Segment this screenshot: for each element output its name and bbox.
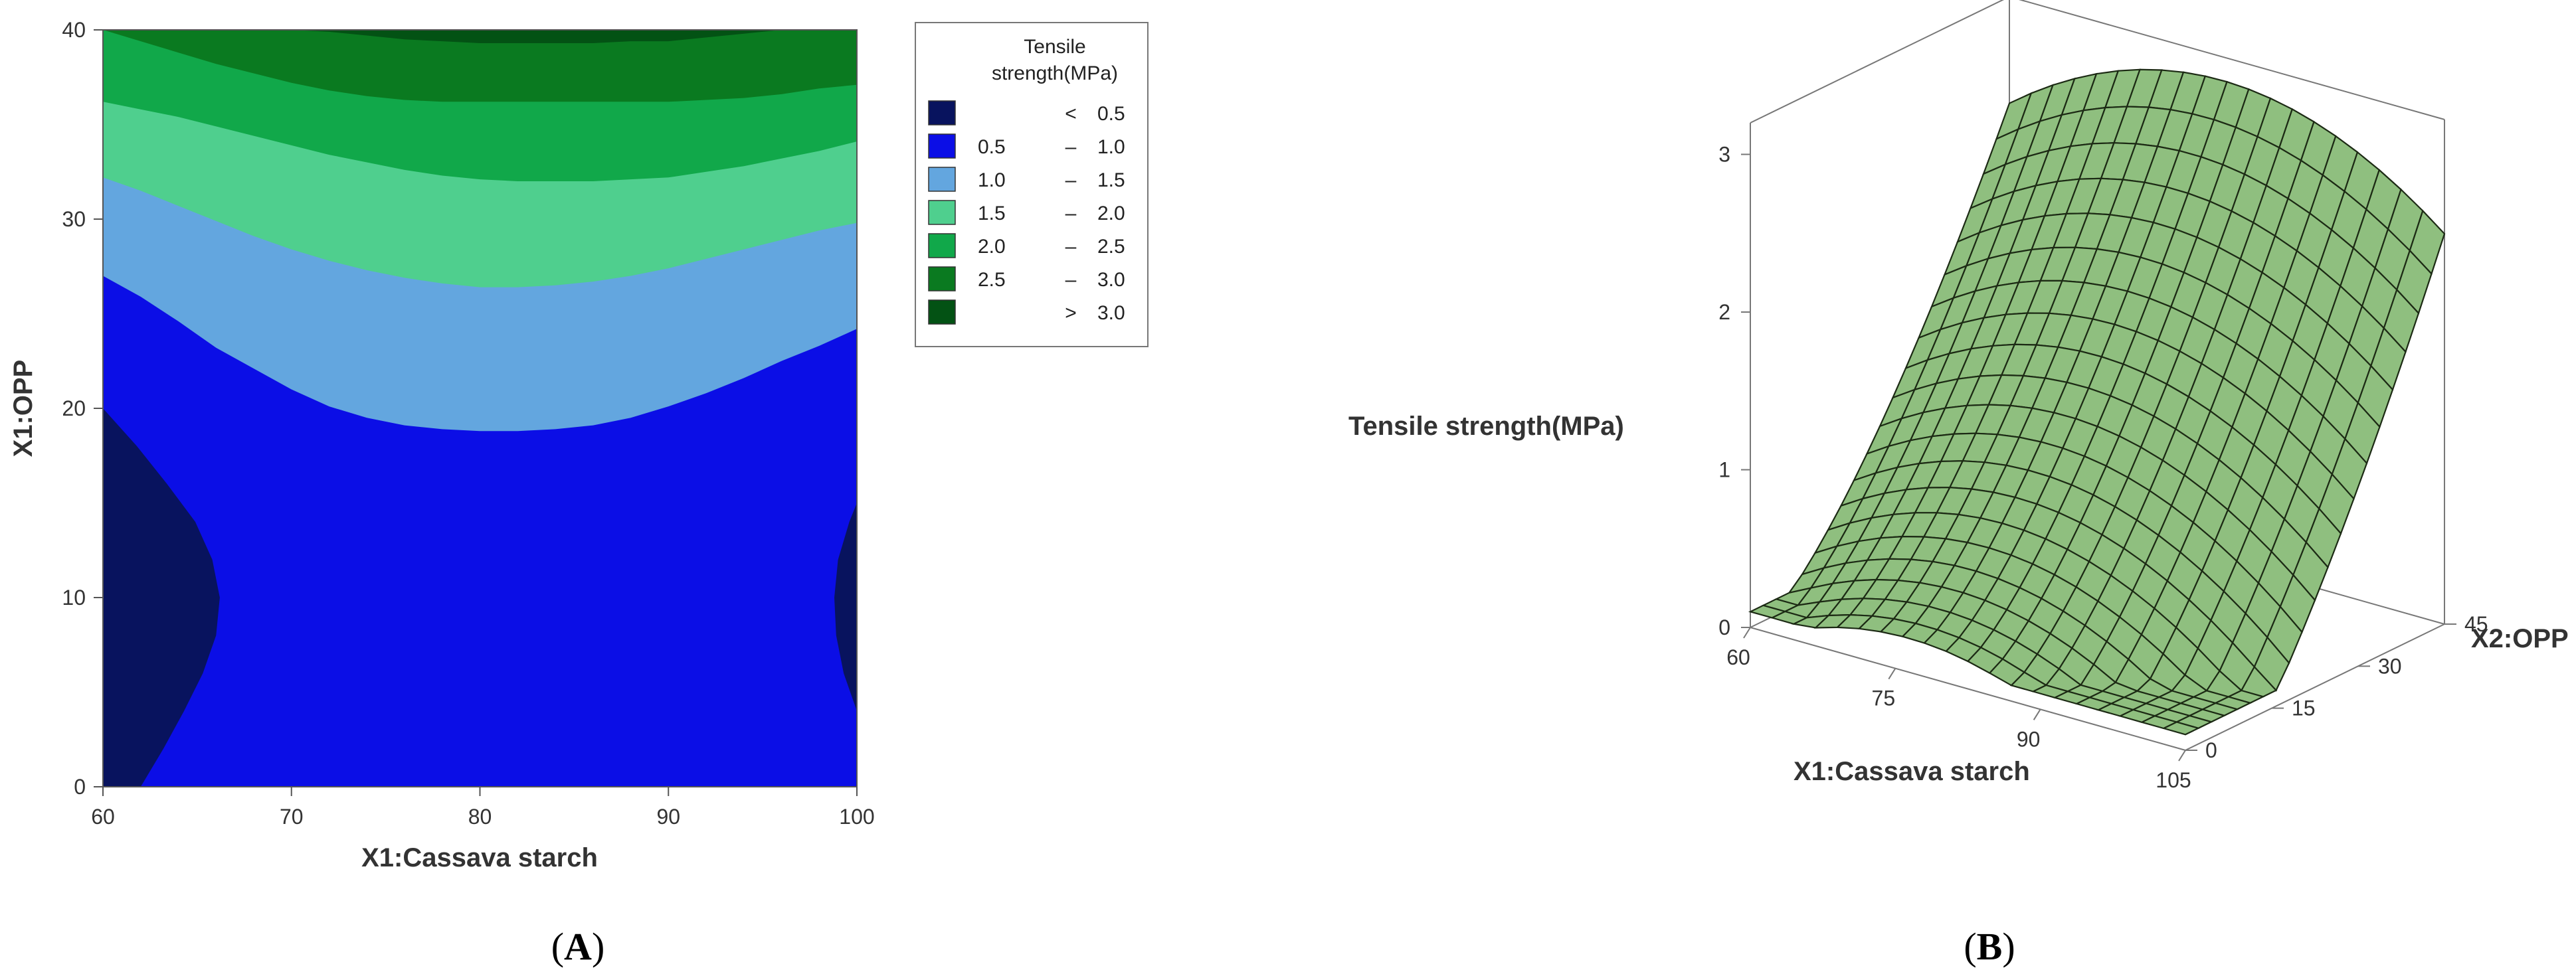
legend-swatch — [928, 233, 956, 258]
y-tick-label: 30 — [62, 207, 86, 231]
region-below-0.5-left — [103, 408, 220, 787]
panel-letter-a: A — [564, 925, 592, 968]
x-tick-label: 70 — [280, 805, 304, 829]
legend-high: 1.5 — [1097, 169, 1125, 191]
box-edge — [1750, 627, 2186, 751]
box-edge — [2019, 0, 2445, 120]
legend-sep: – — [1065, 236, 1077, 258]
legend-sep: – — [1065, 136, 1077, 158]
legend-entry: 2.0 –2.5 — [928, 233, 1125, 258]
region-below-0.5-right — [834, 503, 857, 711]
legend-title-line1: Tensile — [1024, 36, 1085, 58]
x-tick-3d — [1888, 668, 1896, 680]
z-axis-label: Tensile strength(MPa) — [1348, 412, 1624, 441]
legend-swatch — [928, 167, 956, 192]
legend-swatch — [928, 200, 956, 225]
x-tick-label: 100 — [839, 805, 874, 829]
x-tick-label-3d: 105 — [2156, 768, 2191, 792]
x-tick-label: 80 — [468, 805, 492, 829]
y-tick-label: 20 — [62, 396, 86, 420]
y-tick-label: 10 — [62, 586, 86, 610]
contour-axes: 60 70 80 90 100 0 10 20 30 40 — [62, 18, 874, 829]
legend-low: 0.5 — [978, 136, 1006, 158]
y-tick-label-3d: 30 — [2378, 654, 2402, 678]
legend-low: 2.0 — [978, 236, 1006, 258]
panel-label-b: (B) — [1964, 925, 2015, 968]
surface-axes: 0 1 2 3 60 75 90 105 0 15 30 45 — [1718, 143, 2488, 793]
legend-swatch — [928, 133, 956, 159]
legend-entry: <0.5 — [928, 100, 1125, 125]
legend-title-line2: strength(MPa) — [992, 62, 1118, 84]
legend: Tensile strength(MPa) <0.50.5–1.01.0–1.5… — [915, 22, 1149, 347]
x-tick-label: 60 — [91, 805, 115, 829]
legend-sep: > — [1065, 302, 1077, 324]
x-tick-label-3d: 75 — [1872, 687, 1896, 710]
legend-high: 2.5 — [1097, 236, 1125, 258]
x-axis-label-3d: X1:Cassava starch — [1794, 757, 2030, 786]
box-edge — [1750, 0, 2005, 123]
y-tick-label: 40 — [62, 18, 86, 42]
legend-sep: < — [1065, 103, 1077, 125]
legend-sep: – — [1065, 203, 1077, 224]
legend-entry: >3.0 — [928, 299, 1125, 325]
y-tick-label-3d: 0 — [2205, 738, 2217, 762]
legend-low: 2.5 — [978, 269, 1006, 291]
legend-low: 1.0 — [978, 169, 1006, 191]
contour-regions — [103, 30, 857, 787]
y-axis-label-3d: X2:OPP — [2471, 624, 2569, 653]
x-tick-3d — [2178, 750, 2186, 762]
legend-sep: – — [1065, 269, 1077, 291]
legend-high: 2.0 — [1097, 203, 1125, 224]
x-tick-label: 90 — [656, 805, 680, 829]
z-tick-label: 3 — [1718, 143, 1730, 167]
legend-swatch — [928, 100, 956, 125]
region-2.5-3.0 — [103, 30, 857, 102]
x-tick-3d — [1743, 627, 1751, 639]
z-tick-label: 1 — [1718, 458, 1730, 482]
y-tick-label-3d: 15 — [2292, 696, 2316, 720]
surface-cell — [2162, 721, 2201, 736]
legend-entry: 0.5 –1.0 — [928, 133, 1125, 159]
z-tick-label: 0 — [1718, 615, 1730, 639]
panel-letter-b: B — [1977, 925, 2003, 968]
legend-swatch — [928, 299, 956, 325]
x-tick-label-3d: 90 — [2017, 727, 2041, 751]
legend-high: 3.0 — [1097, 269, 1125, 291]
legend-sep: – — [1065, 169, 1077, 191]
box-edge — [2185, 623, 2445, 751]
legend-swatch — [928, 266, 956, 291]
y-tick-label: 0 — [74, 775, 86, 799]
region-above-3.0 — [103, 30, 857, 43]
surface-plot: 0 1 2 3 60 75 90 105 0 15 30 45 Tensile strength(MP… — [1348, 0, 2569, 968]
panel-label-a: (A) — [551, 925, 605, 968]
legend-entry: 1.5 –2.0 — [928, 200, 1125, 225]
z-tick-label: 2 — [1718, 300, 1730, 324]
legend-low: 1.5 — [978, 203, 1006, 224]
surface-mesh — [1748, 68, 2446, 736]
x-tick-3d — [2033, 708, 2041, 720]
legend-entry: 2.5 –3.0 — [928, 266, 1125, 291]
legend-entry: 1.0 –1.5 — [928, 167, 1125, 192]
legend-high: 3.0 — [1097, 302, 1125, 324]
contour-plot: 60 70 80 90 100 0 10 20 30 40 X1:Cassava starch X… — [9, 18, 1149, 968]
x-tick-label-3d: 60 — [1726, 645, 1750, 669]
legend-high: 1.0 — [1097, 136, 1125, 158]
x-axis-label: X1:Cassava starch — [361, 843, 598, 872]
y-axis-label: X1:OPP — [9, 360, 38, 457]
y-tick-label-3d: 45 — [2464, 612, 2488, 636]
legend-high: 0.5 — [1097, 103, 1125, 125]
